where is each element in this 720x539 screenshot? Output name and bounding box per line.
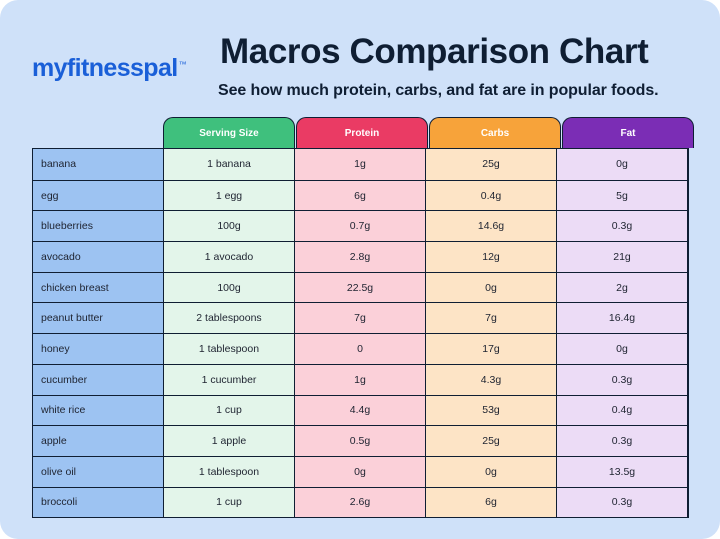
- protein-cell: 0.5g: [295, 426, 426, 456]
- carbs-cell: 12g: [426, 242, 557, 272]
- protein-cell: 22.5g: [295, 272, 426, 303]
- fat-cell: 0.3g: [557, 426, 687, 456]
- food-name-cell: broccoli: [33, 487, 164, 518]
- food-name-cell: banana: [33, 149, 164, 180]
- table-row: white rice 1 cup 4.4g 53g 0.4g: [33, 394, 688, 426]
- carbs-cell: 25g: [426, 149, 557, 180]
- table-row: peanut butter 2 tablespoons 7g 7g 16.4g: [33, 302, 688, 334]
- table-row: cucumber 1 cucumber 1g 4.3g 0.3g: [33, 363, 688, 395]
- food-name-cell: apple: [33, 426, 164, 456]
- protein-cell: 1g: [295, 149, 426, 180]
- table-row: banana 1 banana 1g 25g 0g: [33, 149, 688, 180]
- table-body: banana 1 banana 1g 25g 0g egg 1 egg 6g 0.4g 5g blu…: [32, 148, 689, 519]
- table-row: olive oil 1 tablespoon 0g 0g 13.5g: [33, 455, 688, 487]
- serving-cell: 2 tablespoons: [164, 303, 295, 334]
- protein-cell: 4.4g: [295, 395, 426, 426]
- table-row: apple 1 apple 0.5g 25g 0.3g: [33, 425, 688, 456]
- protein-cell: 1g: [295, 364, 426, 395]
- protein-cell: 2.8g: [295, 242, 426, 272]
- table-row: honey 1 tablespoon 0 17g 0g: [33, 333, 688, 364]
- fat-cell: 13.5g: [557, 456, 687, 487]
- fat-cell: 2g: [557, 272, 687, 303]
- table-row: blueberries 100g 0.7g 14.6g 0.3g: [33, 210, 688, 242]
- food-name-cell: peanut butter: [33, 303, 164, 334]
- protein-cell: 0.7g: [295, 211, 426, 242]
- food-name-cell: chicken breast: [33, 272, 164, 303]
- brand-logo-text: myfitnesspal: [32, 54, 178, 82]
- carbs-cell: 0.4g: [426, 180, 557, 211]
- carbs-cell: 6g: [426, 487, 557, 518]
- header-fat: Fat: [562, 117, 694, 148]
- protein-cell: 0: [295, 334, 426, 364]
- carbs-cell: 14.6g: [426, 211, 557, 242]
- table-header-row: Serving Size Protein Carbs Fat: [32, 117, 695, 148]
- table-row: avocado 1 avocado 2.8g 12g 21g: [33, 241, 688, 272]
- table-row: broccoli 1 cup 2.6g 6g 0.3g: [33, 486, 688, 518]
- serving-cell: 1 cucumber: [164, 364, 295, 395]
- page-subtitle: See how much protein, carbs, and fat are…: [218, 82, 659, 99]
- serving-cell: 1 apple: [164, 426, 295, 456]
- food-name-cell: cucumber: [33, 364, 164, 395]
- fat-cell: 0.3g: [557, 364, 687, 395]
- protein-cell: 7g: [295, 303, 426, 334]
- carbs-cell: 17g: [426, 334, 557, 364]
- food-name-cell: egg: [33, 180, 164, 211]
- serving-cell: 1 cup: [164, 395, 295, 426]
- food-name-cell: olive oil: [33, 456, 164, 487]
- fat-cell: 21g: [557, 242, 687, 272]
- fat-cell: 0.3g: [557, 487, 687, 518]
- food-name-cell: white rice: [33, 395, 164, 426]
- fat-cell: 5g: [557, 180, 687, 211]
- serving-cell: 1 cup: [164, 487, 295, 518]
- fat-cell: 0g: [557, 334, 687, 364]
- header-spacer: [32, 117, 163, 148]
- carbs-cell: 7g: [426, 303, 557, 334]
- serving-cell: 1 tablespoon: [164, 456, 295, 487]
- fat-cell: 0.3g: [557, 211, 687, 242]
- header-carbs: Carbs: [429, 117, 561, 148]
- carbs-cell: 0g: [426, 456, 557, 487]
- fat-cell: 16.4g: [557, 303, 687, 334]
- header-serving-size: Serving Size: [163, 117, 295, 148]
- serving-cell: 1 banana: [164, 149, 295, 180]
- protein-cell: 6g: [295, 180, 426, 211]
- carbs-cell: 0g: [426, 272, 557, 303]
- page-title: Macros Comparison Chart: [220, 32, 649, 71]
- protein-cell: 2.6g: [295, 487, 426, 518]
- protein-cell: 0g: [295, 456, 426, 487]
- carbs-cell: 53g: [426, 395, 557, 426]
- serving-cell: 100g: [164, 211, 295, 242]
- food-name-cell: avocado: [33, 242, 164, 272]
- serving-cell: 100g: [164, 272, 295, 303]
- brand-logo: myfitnesspal™: [32, 54, 187, 83]
- serving-cell: 1 egg: [164, 180, 295, 211]
- serving-cell: 1 avocado: [164, 242, 295, 272]
- trademark-mark: ™: [178, 59, 187, 69]
- fat-cell: 0g: [557, 149, 687, 180]
- macros-table: Serving Size Protein Carbs Fat banana 1 b…: [32, 117, 695, 519]
- table-row: egg 1 egg 6g 0.4g 5g: [33, 179, 688, 211]
- food-name-cell: blueberries: [33, 211, 164, 242]
- table-row: chicken breast 100g 22.5g 0g 2g: [33, 271, 688, 303]
- header-protein: Protein: [296, 117, 428, 148]
- carbs-cell: 25g: [426, 426, 557, 456]
- fat-cell: 0.4g: [557, 395, 687, 426]
- carbs-cell: 4.3g: [426, 364, 557, 395]
- serving-cell: 1 tablespoon: [164, 334, 295, 364]
- food-name-cell: honey: [33, 334, 164, 364]
